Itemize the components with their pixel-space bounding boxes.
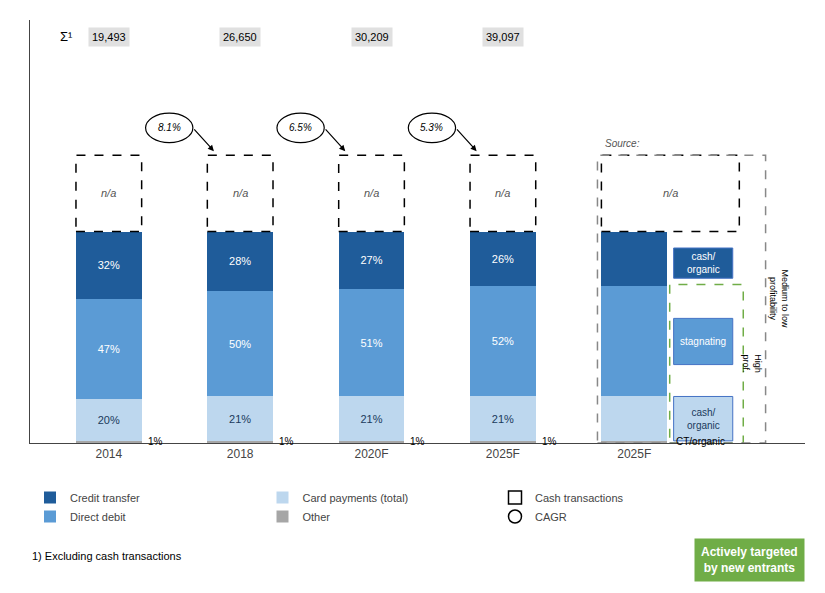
svg-text:Credit transfer: Credit transfer xyxy=(70,492,140,504)
svg-text:20%: 20% xyxy=(98,414,120,426)
svg-text:2018: 2018 xyxy=(227,447,254,461)
svg-text:30,209: 30,209 xyxy=(355,31,389,43)
svg-text:n/a: n/a xyxy=(364,187,379,199)
svg-text:1%: 1% xyxy=(542,436,557,447)
svg-text:47%: 47% xyxy=(98,343,120,355)
svg-text:stagnating: stagnating xyxy=(680,336,726,347)
svg-text:21%: 21% xyxy=(360,413,382,425)
svg-text:Source:: Source: xyxy=(605,138,640,149)
svg-text:Cash transactions: Cash transactions xyxy=(535,492,624,504)
svg-text:28%: 28% xyxy=(229,255,251,267)
svg-text:CT/organic: CT/organic xyxy=(676,436,725,447)
svg-text:cash/organic: cash/organic xyxy=(687,251,720,275)
svg-text:1) Excluding cash transactions: 1) Excluding cash transactions xyxy=(32,550,182,562)
svg-text:Medium to lowprofitability: Medium to lowprofitability xyxy=(768,269,790,328)
svg-text:Σ¹: Σ¹ xyxy=(60,29,73,44)
svg-text:1%: 1% xyxy=(410,436,425,447)
svg-text:Card payments (total): Card payments (total) xyxy=(303,492,409,504)
svg-text:21%: 21% xyxy=(492,413,514,425)
svg-text:n/a: n/a xyxy=(495,187,510,199)
svg-text:cash/organic: cash/organic xyxy=(687,407,720,431)
svg-text:26%: 26% xyxy=(492,253,514,265)
svg-text:2025F: 2025F xyxy=(486,447,520,461)
svg-text:21%: 21% xyxy=(229,413,251,425)
svg-text:Other: Other xyxy=(303,511,331,523)
svg-text:n/a: n/a xyxy=(101,187,116,199)
svg-text:19,493: 19,493 xyxy=(92,31,126,43)
svg-text:27%: 27% xyxy=(360,254,382,266)
svg-text:2020F: 2020F xyxy=(355,447,389,461)
svg-text:6.5%: 6.5% xyxy=(289,122,312,133)
svg-text:32%: 32% xyxy=(98,259,120,271)
svg-text:2014: 2014 xyxy=(95,447,122,461)
svg-text:51%: 51% xyxy=(360,337,382,349)
svg-text:1%: 1% xyxy=(279,436,294,447)
svg-text:5.3%: 5.3% xyxy=(420,122,443,133)
svg-text:2025F: 2025F xyxy=(617,447,651,461)
svg-text:1%: 1% xyxy=(148,436,163,447)
svg-text:Highprof.: Highprof. xyxy=(741,354,763,373)
svg-text:Actively targetedby new entran: Actively targetedby new entrants xyxy=(701,545,798,575)
svg-text:39,097: 39,097 xyxy=(486,31,520,43)
svg-text:n/a: n/a xyxy=(233,187,248,199)
svg-text:Direct debit: Direct debit xyxy=(70,511,126,523)
svg-text:50%: 50% xyxy=(229,338,251,350)
svg-text:n/a: n/a xyxy=(663,187,678,199)
svg-text:26,650: 26,650 xyxy=(223,31,257,43)
svg-text:CAGR: CAGR xyxy=(535,511,567,523)
svg-text:52%: 52% xyxy=(492,335,514,347)
svg-text:8.1%: 8.1% xyxy=(158,122,181,133)
